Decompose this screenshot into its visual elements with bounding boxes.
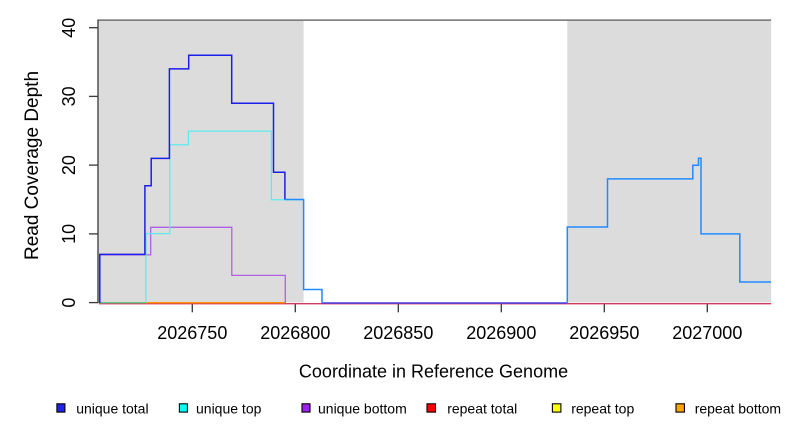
svg-text:repeat bottom: repeat bottom: [695, 400, 781, 416]
svg-text:unique total: unique total: [76, 400, 148, 416]
svg-text:40: 40: [59, 18, 79, 38]
svg-text:repeat total: repeat total: [447, 400, 517, 416]
svg-text:unique top: unique top: [196, 400, 262, 416]
svg-text:Read Coverage Depth: Read Coverage Depth: [22, 71, 43, 260]
svg-text:2026950: 2026950: [569, 323, 639, 343]
svg-text:repeat top: repeat top: [571, 400, 634, 416]
svg-text:10: 10: [59, 224, 79, 244]
svg-text:2027000: 2027000: [672, 323, 742, 343]
svg-text:2026750: 2026750: [157, 323, 227, 343]
svg-text:2026900: 2026900: [466, 323, 536, 343]
svg-text:unique bottom: unique bottom: [318, 400, 407, 416]
svg-text:30: 30: [59, 86, 79, 106]
svg-text:20: 20: [59, 155, 79, 175]
svg-text:0: 0: [59, 298, 79, 308]
svg-text:Coordinate in Reference Genome: Coordinate in Reference Genome: [299, 361, 568, 381]
svg-text:2026800: 2026800: [260, 323, 330, 343]
svg-text:2026850: 2026850: [363, 323, 433, 343]
